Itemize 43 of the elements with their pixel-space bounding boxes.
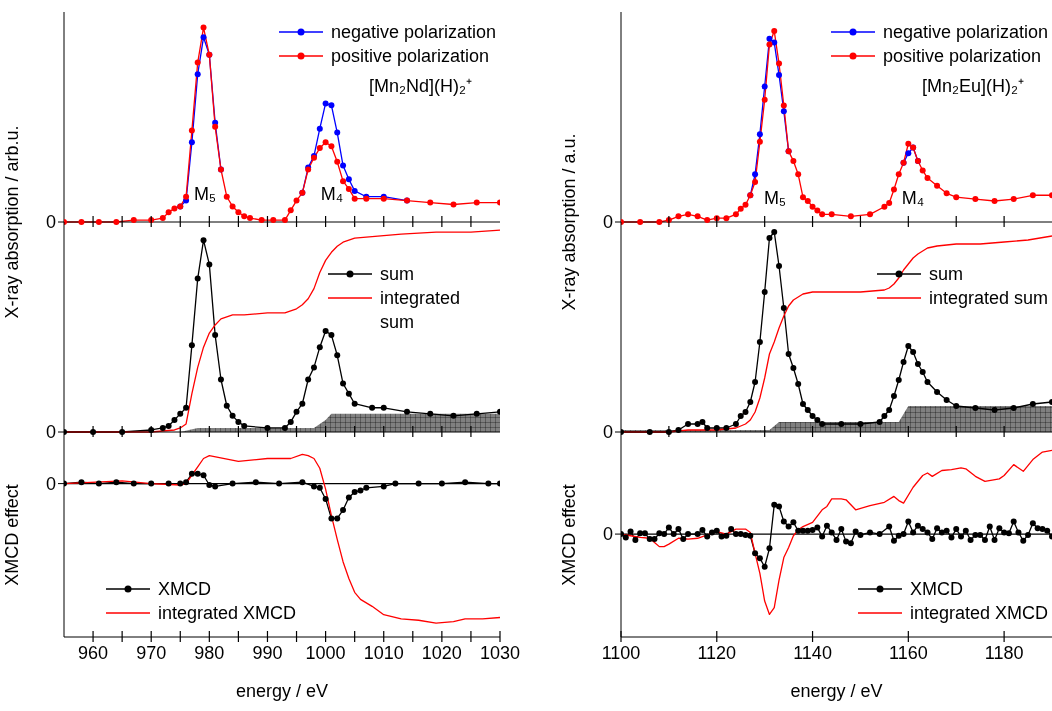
x-tick-label: 1010 [363,643,404,663]
legend-label: negative polarization [330,21,496,44]
x-tick-label: 1100 [601,643,641,663]
annotation: [Mn₂Nd](H)₂⁺ [368,75,473,98]
legend-label: negative polarization [882,21,1048,44]
y-axis-title: XMCD effect [558,483,580,586]
annotation: M₅ [193,184,217,205]
legend-label: positive polarization [330,45,489,68]
annotation: M₄ [320,184,344,205]
x-tick-label: 960 [78,643,109,663]
text: 0 [45,212,56,233]
text: 0 [602,524,613,545]
legend-label: integrated sum [380,287,462,334]
legend-label: positive polarization [882,45,1041,68]
legend-label: XMCD [158,578,211,601]
x-tick-label: 1140 [793,643,832,663]
y-axis-title: XMCD effect [1,483,23,586]
legend-label: integrated sum [928,287,1048,310]
x-tick-label: 1000 [305,643,346,663]
annotation: M₄ [901,188,925,209]
x-tick-label: 1030 [479,643,521,663]
x-tick-label: 1120 [697,643,737,663]
x-tick-label: 970 [136,643,167,663]
y-axis-title: X-ray absorption / arb.u. [1,125,23,319]
x-tick-label: 1180 [984,643,1024,663]
legend-label: XMCD [909,578,963,601]
x-tick-label: 1020 [421,643,462,663]
x-tick-label: 990 [252,643,283,663]
legend-label: integrated XMCD [158,602,297,625]
x-axis-title: energy / eV [790,681,883,702]
y-axis-title: X-ray absorption / a.u. [558,133,580,311]
text: 0 [45,422,56,443]
legend-label: sum [380,263,415,286]
legend-label: integrated XMCD [909,602,1048,625]
text: 0 [602,422,613,443]
legend-label: sum [928,263,963,286]
x-tick-label: 980 [194,643,225,663]
x-axis-title: energy / eV [235,681,329,702]
text: 0 [45,473,56,494]
text: 0 [602,212,613,233]
annotation: M₅ [763,188,787,209]
x-tick-label: 1160 [888,643,928,663]
annotation: [Mn₂Eu](H)₂⁺ [921,75,1025,98]
